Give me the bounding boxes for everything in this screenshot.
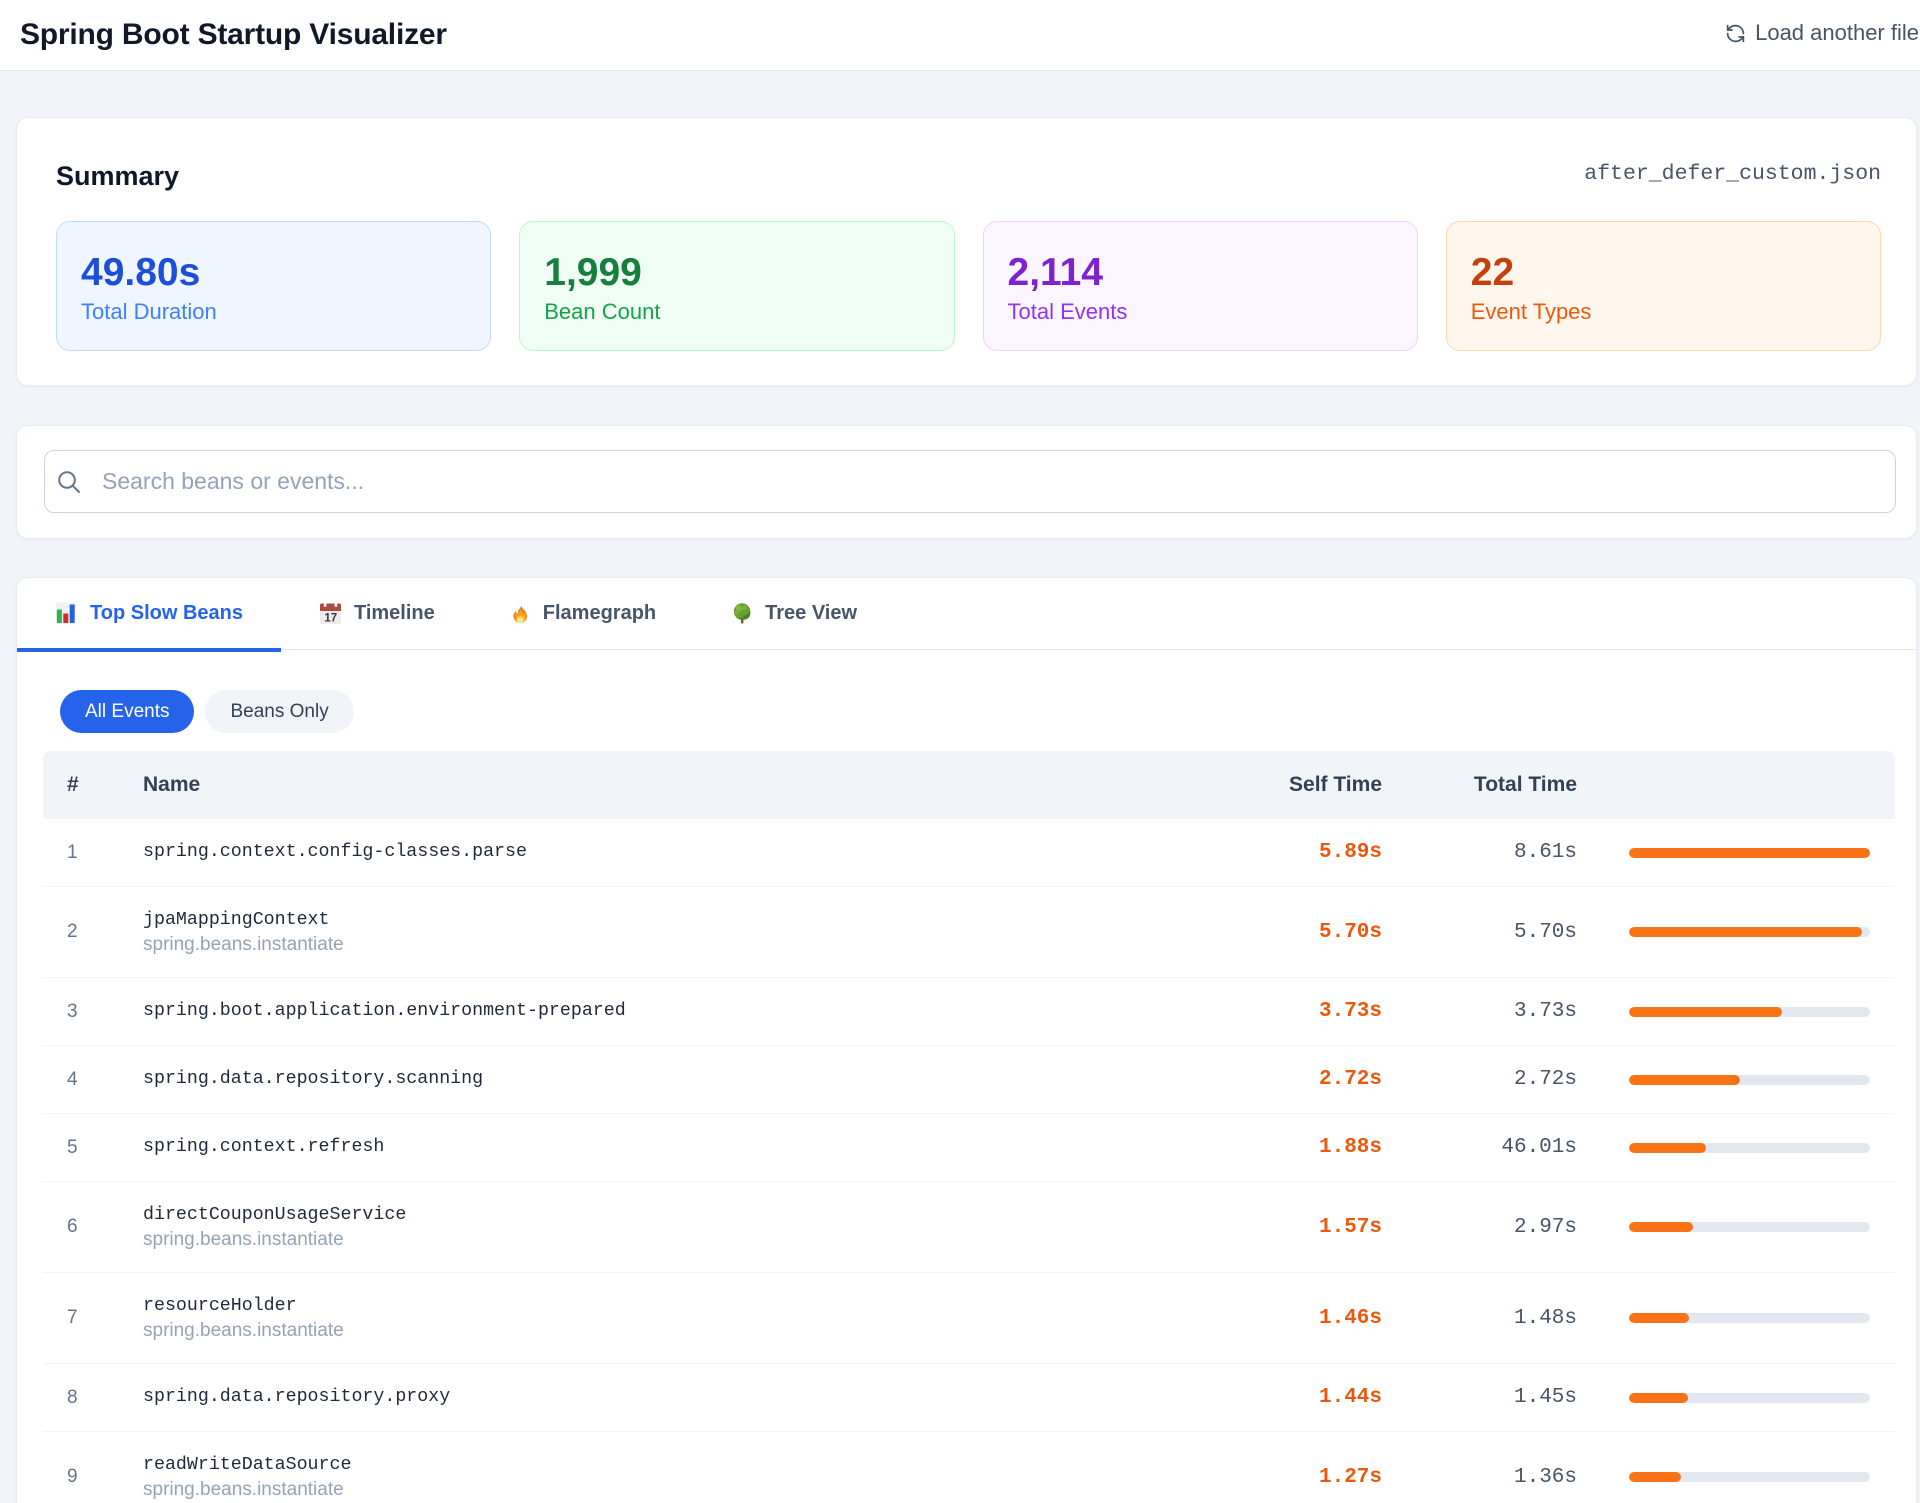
svg-text:17: 17 xyxy=(324,612,337,624)
